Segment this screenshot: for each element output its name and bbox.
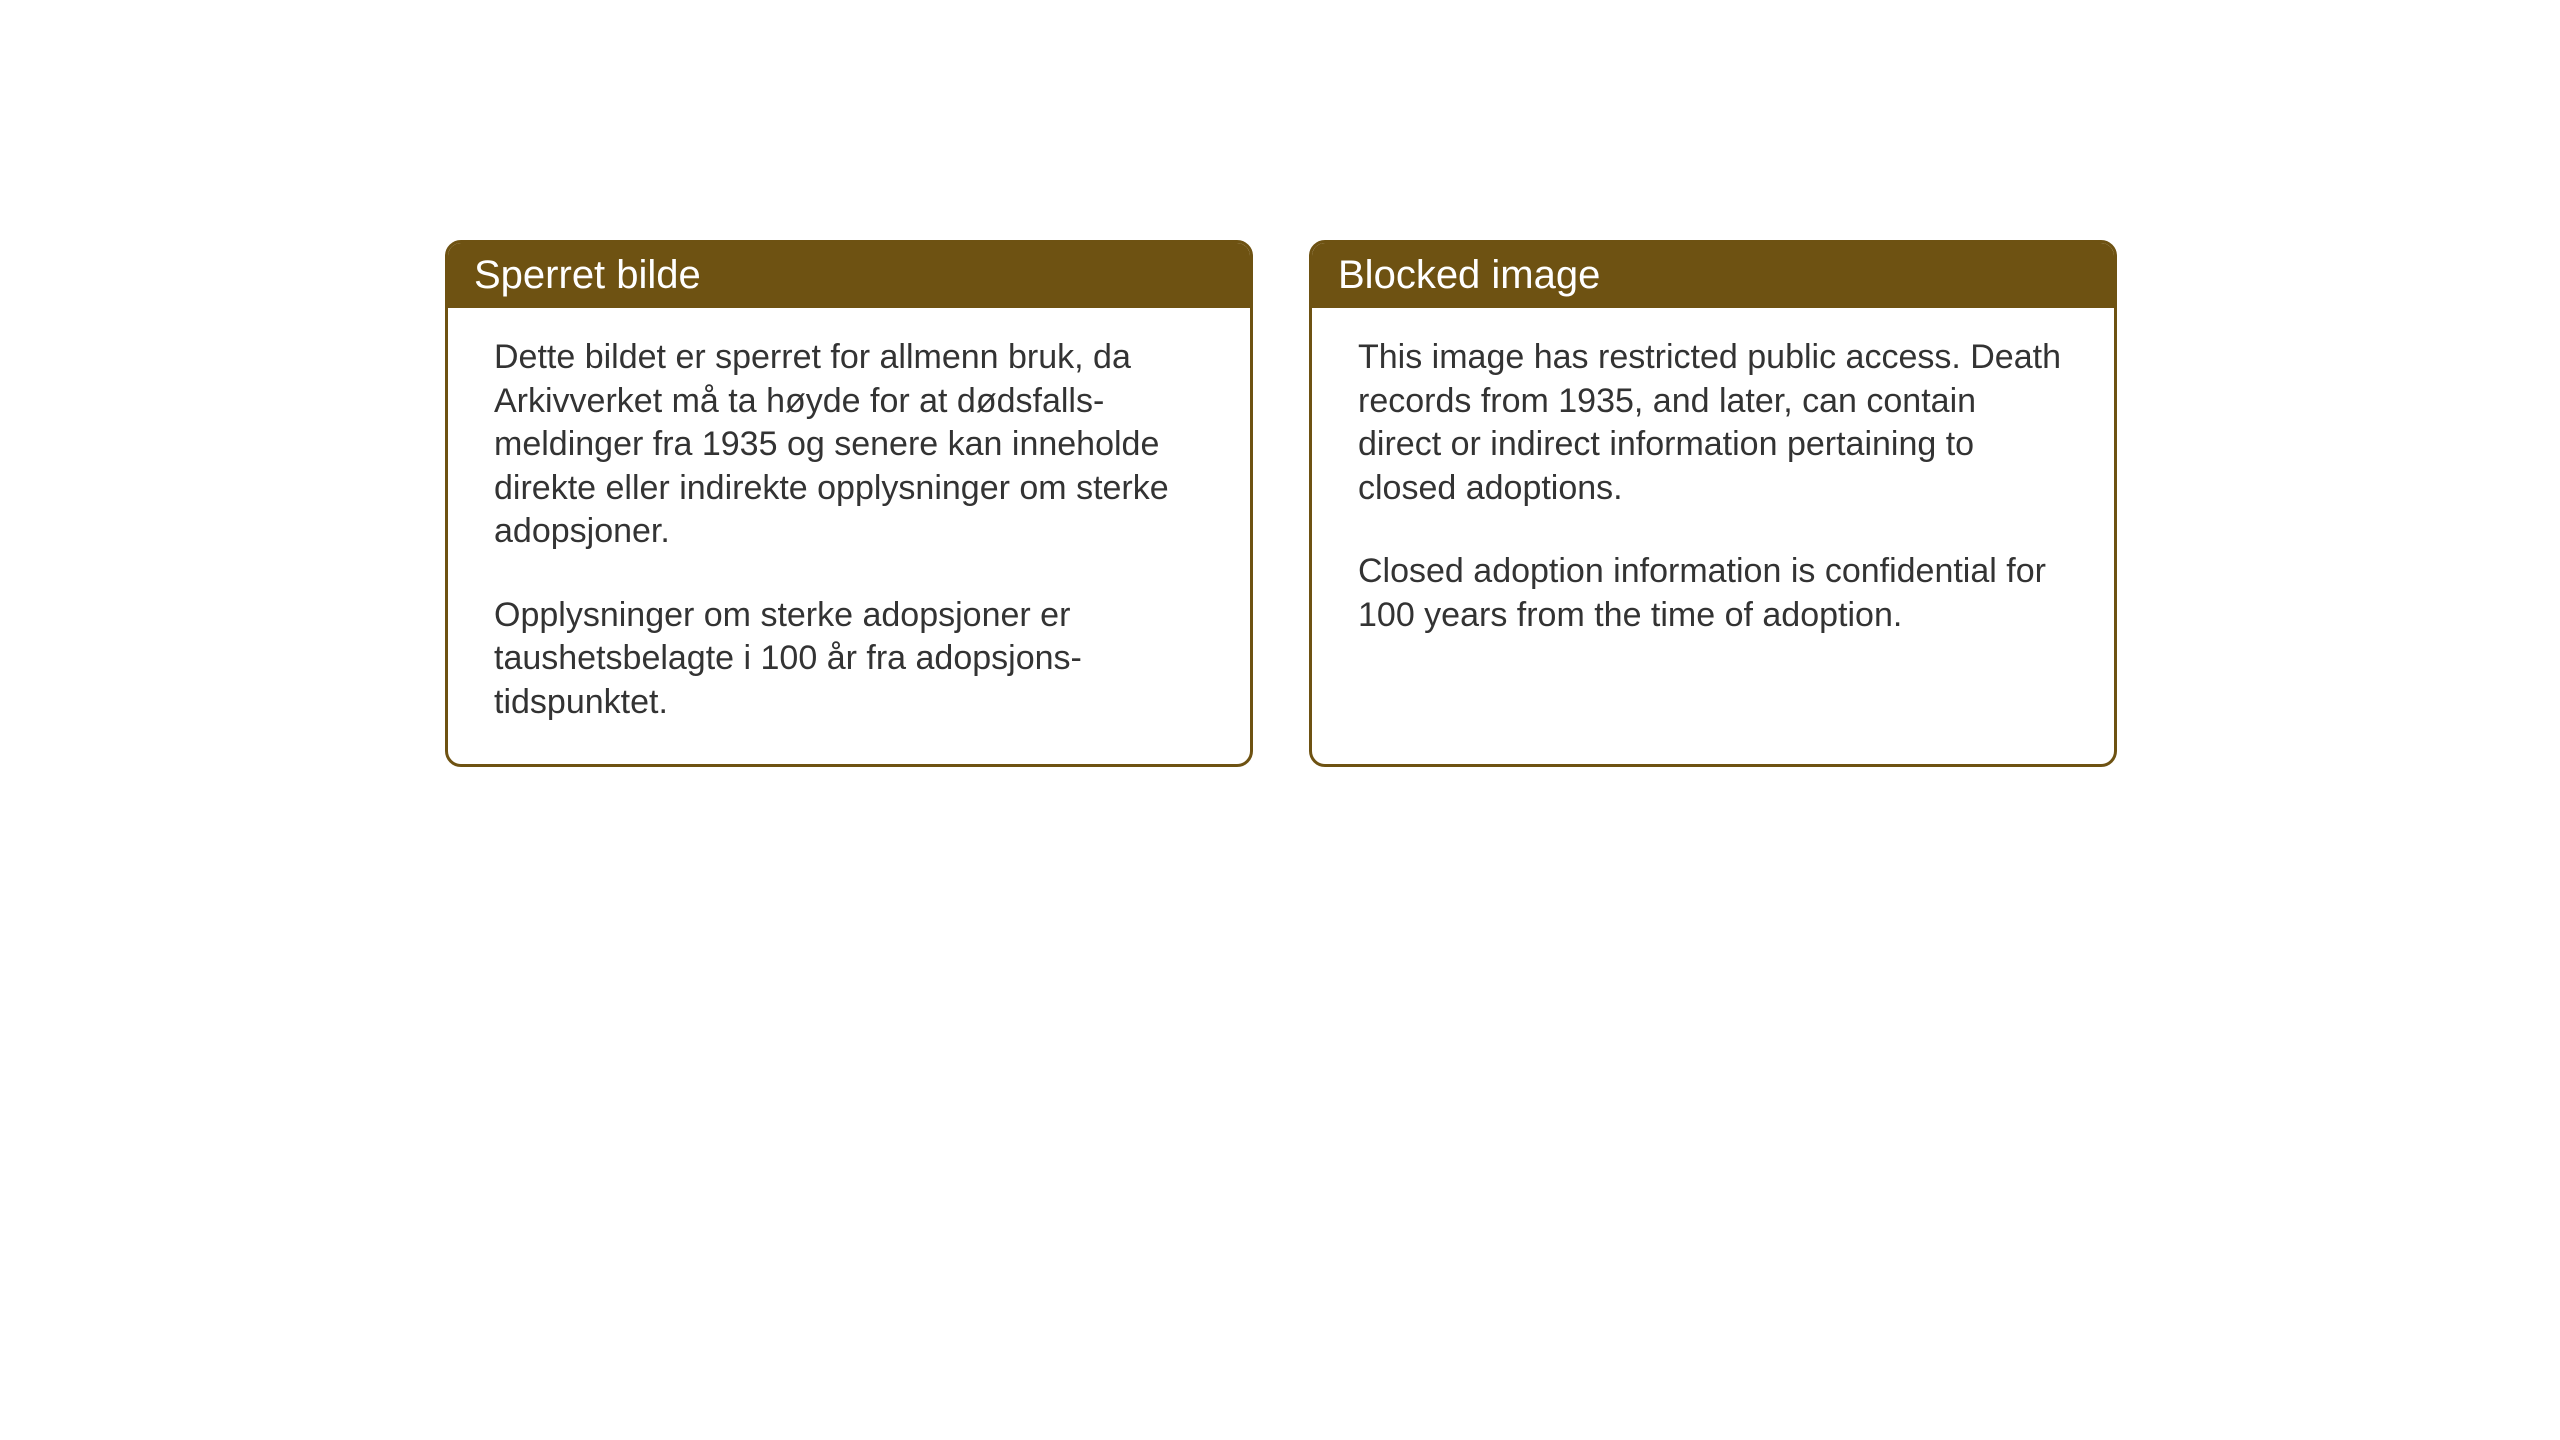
card-english-title: Blocked image [1338, 253, 1600, 297]
cards-container: Sperret bilde Dette bildet er sperret fo… [445, 240, 2117, 767]
card-english-paragraph-2: Closed adoption information is confident… [1358, 550, 2068, 637]
card-norwegian-paragraph-1: Dette bildet er sperret for allmenn bruk… [494, 336, 1204, 554]
card-english: Blocked image This image has restricted … [1309, 240, 2117, 767]
card-norwegian-title: Sperret bilde [474, 253, 701, 297]
card-english-header: Blocked image [1312, 243, 2114, 308]
card-norwegian: Sperret bilde Dette bildet er sperret fo… [445, 240, 1253, 767]
card-english-paragraph-1: This image has restricted public access.… [1358, 336, 2068, 510]
card-norwegian-body: Dette bildet er sperret for allmenn bruk… [448, 308, 1250, 764]
card-norwegian-paragraph-2: Opplysninger om sterke adopsjoner er tau… [494, 594, 1204, 725]
card-norwegian-header: Sperret bilde [448, 243, 1250, 308]
card-english-body: This image has restricted public access.… [1312, 308, 2114, 677]
